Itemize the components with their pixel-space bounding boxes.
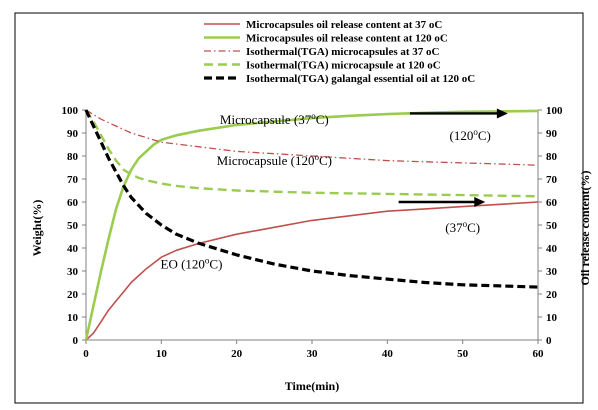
y2-tick-label: 90 [546, 128, 558, 140]
x-tick-label: 10 [156, 348, 168, 360]
y2-tick-label: 10 [546, 312, 558, 324]
y-tick-label: 10 [67, 312, 79, 324]
y2-axis-label: Oil release content(%) [578, 170, 592, 285]
y-tick-label: 80 [67, 151, 79, 163]
arrow-2 [398, 197, 486, 207]
y2-tick-label: 20 [546, 289, 558, 301]
series-group [84, 109, 539, 341]
annotation-5: EO (120oC) [161, 256, 223, 272]
y-tick-label: 40 [67, 243, 79, 255]
arrow-1 [409, 108, 508, 119]
series-line-3 [85, 109, 539, 166]
legend-label-5: Isothermal(TGA) galangal essential oil a… [246, 73, 475, 85]
y2-tick-label: 50 [546, 220, 558, 232]
x-tick-label: 40 [382, 348, 394, 360]
legend-label-4: Isothermal(TGA) microcapsule at 120 oC [246, 60, 441, 72]
y2-tick-label: 100 [546, 105, 563, 117]
y-tick-label: 20 [67, 289, 79, 301]
y-tick-label: 50 [67, 220, 79, 232]
series-line-5 [84, 109, 539, 289]
x-tick-label: 30 [307, 348, 319, 360]
series-line-1 [85, 201, 539, 341]
arrow-head [496, 108, 508, 119]
y2-tick-label: 60 [546, 197, 558, 209]
annotation-2: (120oC) [450, 127, 491, 143]
chart-border [14, 12, 584, 404]
annotations: Microcapsule (37oC) (120oC) Microcapsule (… [161, 108, 508, 272]
y-axis-label: Weight(%) [30, 200, 44, 257]
y2-tick-label: 80 [546, 151, 558, 163]
ticks: 0102030405060708090100010203040506070809… [62, 105, 564, 360]
x-tick-label: 20 [231, 348, 243, 360]
y-tick-label: 30 [67, 266, 79, 278]
legend-label-1: Microcapsules oil release content at 37 … [246, 19, 442, 31]
arrow-head [474, 197, 486, 207]
y2-tick-label: 0 [546, 335, 552, 347]
y-tick-label: 100 [62, 105, 79, 117]
x-tick-label: 50 [457, 348, 469, 360]
y-tick-label: 90 [67, 128, 79, 140]
x-tick-label: 60 [533, 348, 545, 360]
legend: Microcapsules oil release content at 37 … [204, 19, 475, 85]
annotation-4: (37oC) [445, 219, 480, 235]
y2-tick-label: 40 [546, 243, 558, 255]
y2-tick-label: 30 [546, 266, 558, 278]
series-line-2 [84, 109, 539, 341]
y-tick-label: 0 [73, 335, 79, 347]
y-tick-label: 70 [67, 174, 79, 186]
series-line-4 [84, 109, 539, 198]
legend-label-3: Isothermal(TGA) microcapsules at 37 oC [246, 46, 440, 58]
annotation-3: Microcapsule (120oC) [217, 152, 332, 168]
x-tick-label: 0 [83, 348, 89, 360]
y-tick-label: 60 [67, 197, 79, 209]
x-axis-label: Time(min) [285, 379, 339, 393]
legend-label-2: Microcapsules oil release content at 120… [246, 33, 448, 45]
annotation-1: Microcapsule (37oC) [220, 111, 329, 127]
y2-tick-label: 70 [546, 174, 558, 186]
